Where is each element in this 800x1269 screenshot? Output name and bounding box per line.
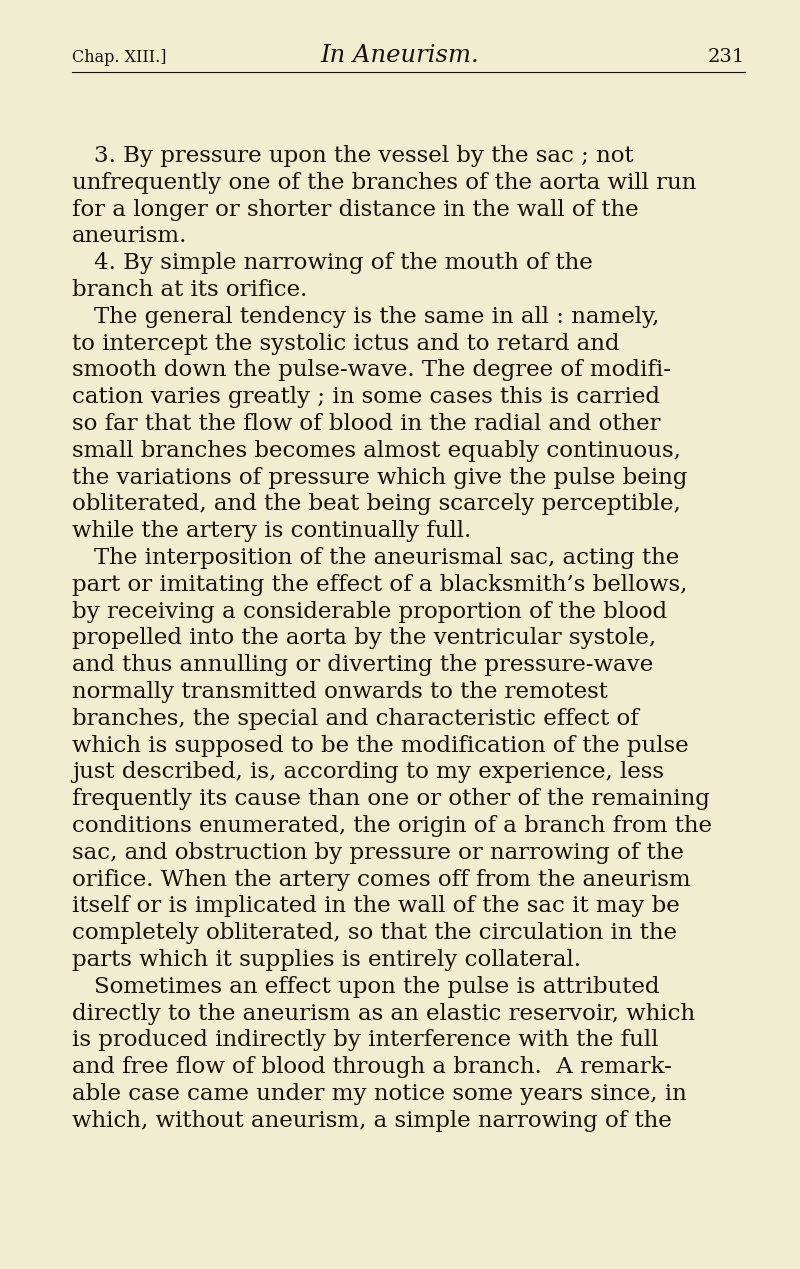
Text: completely obliterated, so that the circulation in the: completely obliterated, so that the circ… xyxy=(72,923,677,944)
Text: the variations of pressure which give the pulse being: the variations of pressure which give th… xyxy=(72,467,687,489)
Text: by receiving a considerable proportion of the blood: by receiving a considerable proportion o… xyxy=(72,600,667,623)
Text: branch at its orifice.: branch at its orifice. xyxy=(72,279,307,301)
Text: which is supposed to be the modification of the pulse: which is supposed to be the modification… xyxy=(72,735,689,756)
Text: while the artery is continually full.: while the artery is continually full. xyxy=(72,520,471,542)
Text: The general tendency is the same in all : namely,: The general tendency is the same in all … xyxy=(94,306,659,327)
Text: is produced indirectly by interference with the full: is produced indirectly by interference w… xyxy=(72,1029,658,1052)
Text: and thus annulling or diverting the pressure-wave: and thus annulling or diverting the pres… xyxy=(72,655,654,676)
Text: aneurism.: aneurism. xyxy=(72,226,187,247)
Text: propelled into the aorta by the ventricular systole,: propelled into the aorta by the ventricu… xyxy=(72,627,656,650)
Text: The interposition of the aneurismal sac, acting the: The interposition of the aneurismal sac,… xyxy=(94,547,679,569)
Text: frequently its cause than one or other of the remaining: frequently its cause than one or other o… xyxy=(72,788,710,810)
Text: smooth down the pulse-wave. The degree of modifi-: smooth down the pulse-wave. The degree o… xyxy=(72,359,671,382)
Text: so far that the flow of blood in the radial and other: so far that the flow of blood in the rad… xyxy=(72,412,661,435)
Text: Sometimes an effect upon the pulse is attributed: Sometimes an effect upon the pulse is at… xyxy=(94,976,659,997)
Text: directly to the aneurism as an elastic reservoir, which: directly to the aneurism as an elastic r… xyxy=(72,1003,695,1024)
Text: able case came under my notice some years since, in: able case came under my notice some year… xyxy=(72,1082,686,1105)
Text: unfrequently one of the branches of the aorta will run: unfrequently one of the branches of the … xyxy=(72,171,696,194)
Text: 231: 231 xyxy=(708,48,745,66)
Text: In Aneurism.: In Aneurism. xyxy=(321,44,479,67)
Text: parts which it supplies is entirely collateral.: parts which it supplies is entirely coll… xyxy=(72,949,581,971)
Text: Chap. XIII.]: Chap. XIII.] xyxy=(72,49,166,66)
Text: branches, the special and characteristic effect of: branches, the special and characteristic… xyxy=(72,708,638,730)
Text: 4. By simple narrowing of the mouth of the: 4. By simple narrowing of the mouth of t… xyxy=(94,253,593,274)
Text: 3. By pressure upon the vessel by the sac ; not: 3. By pressure upon the vessel by the sa… xyxy=(94,145,634,168)
Text: cation varies greatly ; in some cases this is carried: cation varies greatly ; in some cases th… xyxy=(72,386,660,409)
Text: to intercept the systolic ictus and to retard and: to intercept the systolic ictus and to r… xyxy=(72,332,619,354)
Text: conditions enumerated, the origin of a branch from the: conditions enumerated, the origin of a b… xyxy=(72,815,712,838)
Text: small branches becomes almost equably continuous,: small branches becomes almost equably co… xyxy=(72,440,681,462)
Text: sac, and obstruction by pressure or narrowing of the: sac, and obstruction by pressure or narr… xyxy=(72,841,684,864)
Text: which, without aneurism, a simple narrowing of the: which, without aneurism, a simple narrow… xyxy=(72,1110,672,1132)
Text: part or imitating the effect of a blacksmith’s bellows,: part or imitating the effect of a blacks… xyxy=(72,574,687,596)
Text: obliterated, and the beat being scarcely perceptible,: obliterated, and the beat being scarcely… xyxy=(72,494,681,515)
Text: normally transmitted onwards to the remotest: normally transmitted onwards to the remo… xyxy=(72,681,608,703)
Text: orifice. When the artery comes off from the aneurism: orifice. When the artery comes off from … xyxy=(72,868,690,891)
Text: for a longer or shorter distance in the wall of the: for a longer or shorter distance in the … xyxy=(72,199,638,221)
Text: and free flow of blood through a branch.  A remark-: and free flow of blood through a branch.… xyxy=(72,1056,672,1079)
Text: just described, is, according to my experience, less: just described, is, according to my expe… xyxy=(72,761,664,783)
Text: itself or is implicated in the wall of the sac it may be: itself or is implicated in the wall of t… xyxy=(72,896,680,917)
